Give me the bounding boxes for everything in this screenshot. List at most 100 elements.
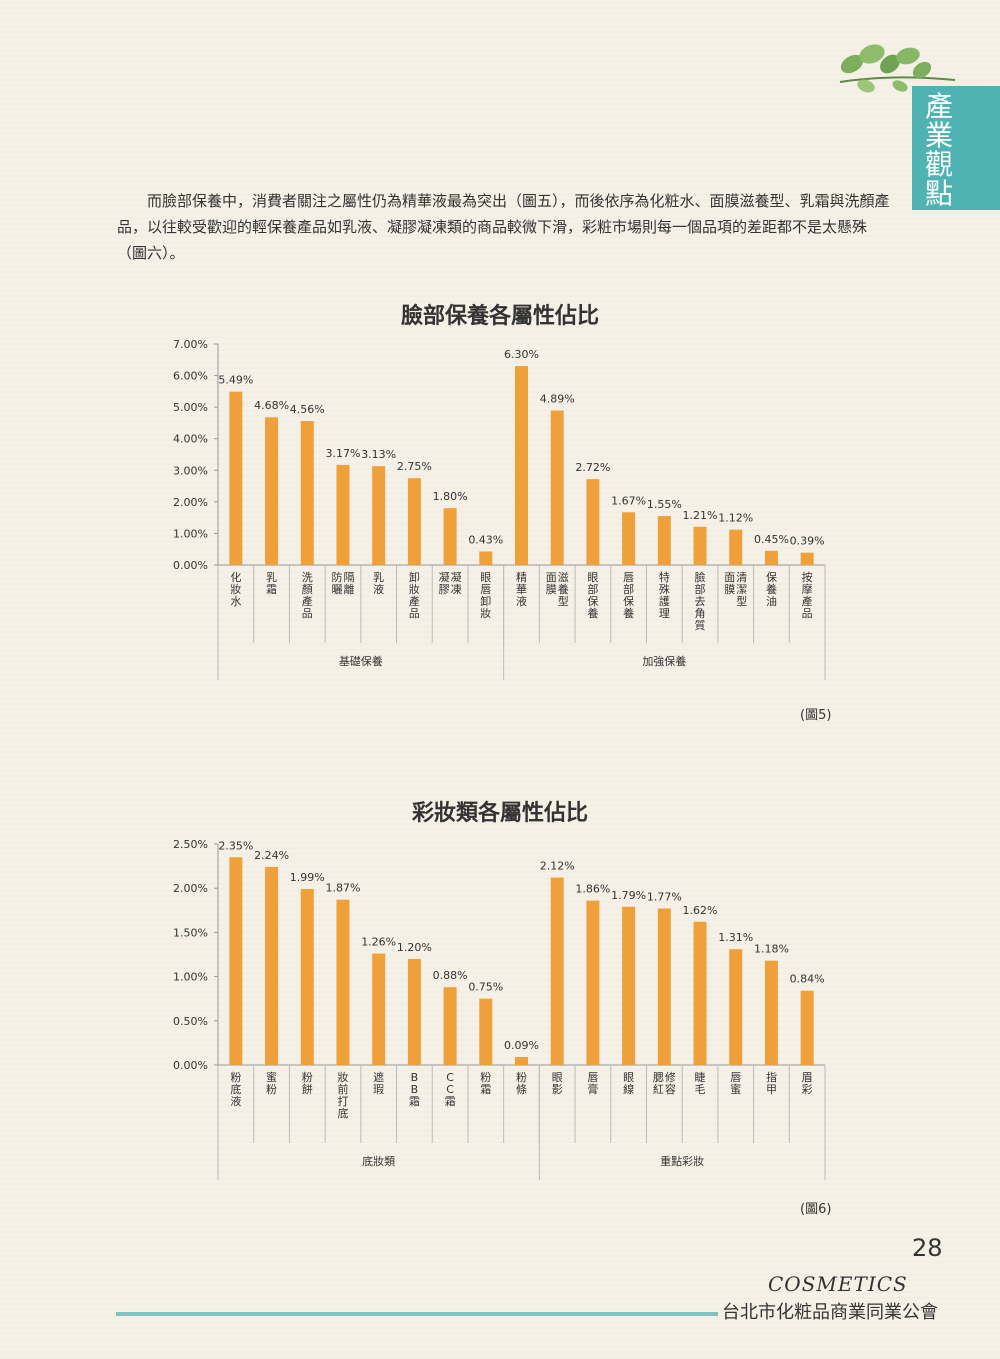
category-label: 凝膠凝凍 [439, 570, 462, 596]
category-label: 化妝水 [230, 570, 241, 608]
bar-12 [622, 906, 636, 1065]
chart2-makeup: 0.00% 0.50% 1.00% 1.50% 2.00% 2.50% 底妝類 重點彩妝 2.3… [173, 838, 826, 1180]
bar-value-label: 0.84% [790, 973, 825, 986]
bar-17 [800, 552, 814, 565]
category-label: 乳霜 [266, 571, 277, 596]
category-label: 按摩產品 [802, 570, 813, 620]
bar-16 [764, 550, 778, 565]
chart1-face-care: 0.00% 1.00% 2.00% 3.00% 4.00% 5.00% 6.00% 7.00%… [173, 338, 826, 680]
bar-value-label: 2.75% [397, 460, 432, 473]
bar-value-label: 1.67% [611, 494, 646, 507]
category-label: 唇部保養 [623, 571, 634, 620]
bar-value-label: 0.75% [468, 981, 503, 994]
section-tab [912, 86, 1000, 210]
bar-value-label: 6.30% [504, 348, 539, 361]
category-label: 臉部去角質 [695, 570, 706, 632]
bar-value-label: 4.68% [254, 399, 289, 412]
category-label: 睫毛 [695, 1071, 706, 1096]
bar-value-label: 1.26% [361, 936, 396, 949]
bar-value-label: 2.72% [575, 461, 610, 474]
bar-3 [300, 421, 314, 565]
category-label: 眼影 [552, 1071, 563, 1096]
bar-value-label: 2.12% [540, 860, 575, 873]
bar-value-label: 1.86% [575, 883, 610, 896]
bar-6 [407, 478, 421, 565]
category-label: 蜜粉 [266, 1070, 277, 1096]
bar-7 [443, 987, 457, 1065]
category-label: 保養油 [766, 570, 777, 608]
bar-9 [515, 366, 528, 565]
y-tick-label: 2.00% [173, 496, 208, 509]
group-label: 基礎保養 [339, 654, 383, 668]
chart1-title: 臉部保養各屬性佔比 [400, 304, 599, 329]
bar-9 [515, 1057, 528, 1065]
category-label: 卸妝產品 [409, 570, 420, 620]
bar-6 [407, 958, 421, 1065]
bar-value-label: 0.88% [433, 969, 468, 982]
bar-15 [729, 949, 743, 1065]
category-label: 眼唇卸妝 [480, 571, 491, 620]
category-label: 腮紅修容 [653, 1070, 676, 1096]
bar-value-label: 0.45% [754, 533, 789, 546]
category-label: 面膜滋養型 [546, 571, 569, 608]
bar-value-label: 2.24% [254, 849, 289, 862]
bar-2 [265, 417, 279, 565]
category-label: 眼部保養 [587, 571, 598, 620]
bar-value-label: 0.39% [790, 535, 825, 548]
leaf-decoration-icon [839, 44, 956, 93]
bar-value-label: 1.20% [397, 941, 432, 954]
bar-15 [729, 529, 743, 565]
category-label: 妝前打底 [337, 1070, 348, 1120]
bar-14 [693, 921, 707, 1065]
section-tab-label: 產業觀點 [924, 90, 953, 210]
y-tick-label: 0.50% [173, 1015, 208, 1028]
category-label: 防曬隔離 [331, 570, 354, 596]
bar-value-label: 1.55% [647, 498, 682, 511]
bar-value-label: 1.62% [683, 904, 718, 917]
bar-11 [586, 479, 600, 565]
bar-12 [622, 512, 636, 565]
category-label: 唇膏 [587, 1071, 598, 1096]
y-tick-label: 4.00% [173, 433, 208, 446]
bar-14 [693, 526, 707, 565]
bar-4 [336, 899, 350, 1065]
bar-value-label: 5.49% [218, 374, 253, 387]
bar-value-label: 1.12% [718, 512, 753, 525]
bar-11 [586, 900, 600, 1065]
category-label: 眼線 [623, 1071, 634, 1096]
bar-value-label: 1.80% [433, 490, 468, 503]
group-label: 加強保養 [642, 654, 686, 668]
y-tick-label: 2.50% [173, 838, 208, 851]
y-tick-label: 6.00% [173, 370, 208, 383]
category-label: 特殊護理 [659, 570, 670, 620]
bar-1 [229, 857, 243, 1065]
bar-17 [800, 990, 814, 1065]
y-tick-label: 1.00% [173, 971, 208, 984]
bar-value-label: 1.31% [718, 931, 753, 944]
bar-5 [372, 953, 386, 1065]
association-name: 台北市化粧品商業同業公會 [722, 1302, 938, 1323]
bar-16 [764, 960, 778, 1065]
bar-8 [479, 998, 493, 1065]
bar-1 [229, 391, 243, 565]
bar-value-label: 1.21% [683, 509, 718, 522]
bar-value-label: 1.79% [611, 889, 646, 902]
footer-divider [116, 1312, 718, 1316]
bar-value-label: 3.17% [325, 447, 360, 460]
y-tick-label: 0.00% [173, 1059, 208, 1072]
bar-7 [443, 508, 457, 565]
bar-3 [300, 889, 314, 1065]
bar-5 [372, 466, 386, 565]
bar-13 [657, 516, 671, 565]
category-label: 粉條 [516, 1071, 527, 1096]
category-label: 粉底液 [230, 1071, 241, 1108]
bar-value-label: 1.87% [325, 882, 360, 895]
page-number: 28 [912, 1234, 943, 1262]
category-label: 粉餅 [302, 1071, 313, 1096]
group-label: 重點彩妝 [660, 1154, 704, 1168]
y-tick-label: 7.00% [173, 338, 208, 351]
bar-value-label: 4.89% [540, 393, 575, 406]
